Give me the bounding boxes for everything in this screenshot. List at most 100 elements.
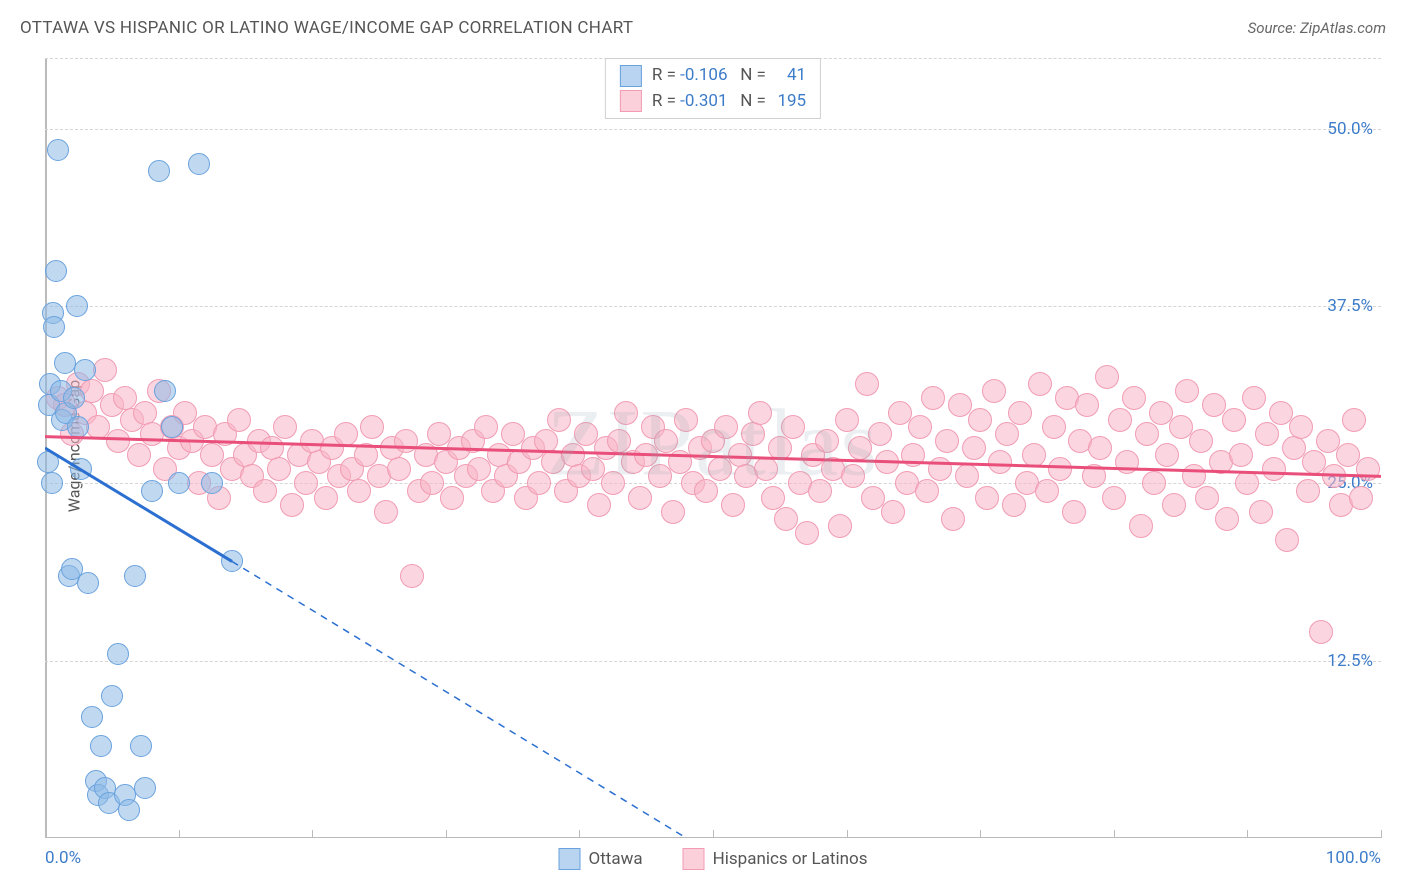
grid-line [45, 306, 1381, 307]
data-point [808, 479, 832, 503]
data-point [668, 450, 692, 474]
data-point [1028, 372, 1052, 396]
data-point [881, 500, 905, 524]
data-point [67, 416, 89, 438]
data-point [201, 472, 223, 494]
data-point [1175, 379, 1199, 403]
data-point [221, 550, 243, 572]
data-point [474, 415, 498, 439]
data-point [748, 401, 772, 425]
data-point [400, 564, 424, 588]
data-point [227, 408, 251, 432]
data-point [1222, 408, 1246, 432]
data-point [1008, 401, 1032, 425]
data-point [45, 260, 67, 282]
data-point [781, 415, 805, 439]
data-point [1356, 457, 1380, 481]
x-tick [446, 830, 447, 838]
data-point [360, 415, 384, 439]
data-point [848, 436, 872, 460]
data-point [334, 422, 358, 446]
data-point [118, 799, 140, 821]
data-point [988, 450, 1012, 474]
data-point [1108, 408, 1132, 432]
data-point [714, 415, 738, 439]
data-point [1229, 443, 1253, 467]
series-legend: Ottawa Hispanics or Latinos [559, 848, 868, 870]
data-point [674, 408, 698, 432]
data-point [1088, 436, 1112, 460]
data-point [921, 386, 945, 410]
data-point [77, 572, 99, 594]
data-point [1289, 415, 1313, 439]
data-point [587, 493, 611, 517]
x-tick [179, 830, 180, 838]
legend-item: Ottawa [559, 848, 643, 870]
data-point [795, 521, 819, 545]
data-point [1262, 457, 1286, 481]
data-point [130, 735, 152, 757]
data-point [1048, 457, 1072, 481]
data-point [54, 352, 76, 374]
data-point [628, 486, 652, 510]
data-point [267, 457, 291, 481]
data-point [975, 486, 999, 510]
correlation-legend: R = -0.106 N = 41R = -0.301 N = 195 [605, 58, 821, 119]
data-point [1155, 443, 1179, 467]
data-point [467, 457, 491, 481]
data-point [661, 500, 685, 524]
data-point [941, 507, 965, 531]
data-point [995, 422, 1019, 446]
legend-row: R = -0.301 N = 195 [620, 89, 806, 115]
data-point [815, 429, 839, 453]
legend-swatch [620, 90, 642, 112]
x-tick [1114, 830, 1115, 838]
data-point [654, 429, 678, 453]
y-tick-label: 50.0% [1327, 119, 1373, 139]
data-point [124, 565, 146, 587]
data-point [1129, 514, 1153, 538]
data-point [1235, 471, 1259, 495]
x-tick [1247, 830, 1248, 838]
data-point [314, 486, 338, 510]
data-point [127, 443, 151, 467]
data-point [133, 401, 157, 425]
data-point [1082, 464, 1106, 488]
legend-label: Hispanics or Latinos [713, 849, 868, 869]
data-point [1296, 479, 1320, 503]
x-tick [980, 830, 981, 838]
legend-item: Hispanics or Latinos [683, 848, 868, 870]
data-point [1275, 528, 1299, 552]
data-point [1189, 429, 1213, 453]
legend-swatch [683, 848, 705, 870]
data-point [1042, 415, 1066, 439]
legend-stats: R = -0.301 N = 195 [652, 89, 806, 115]
grid-line [45, 661, 1381, 662]
x-tick [312, 830, 313, 838]
data-point [1309, 620, 1333, 644]
legend-swatch [620, 65, 642, 87]
data-point [66, 295, 88, 317]
data-point [1242, 386, 1266, 410]
data-point [841, 464, 865, 488]
data-point [141, 480, 163, 502]
data-point [188, 153, 210, 175]
legend-row: R = -0.106 N = 41 [620, 63, 806, 89]
data-point [754, 457, 778, 481]
data-point [70, 458, 92, 480]
data-point [154, 380, 176, 402]
grid-line [45, 129, 1381, 130]
data-point [107, 643, 129, 665]
data-point [768, 436, 792, 460]
data-point [354, 443, 378, 467]
data-point [828, 514, 852, 538]
data-point [875, 450, 899, 474]
data-point [374, 500, 398, 524]
data-point [93, 358, 117, 382]
data-point [547, 408, 571, 432]
chart-plot-area: 12.5%25.0%37.5%50.0%0.0%100.0% ZIPatlas … [45, 58, 1381, 838]
data-point [1342, 408, 1366, 432]
data-point [1255, 422, 1279, 446]
data-point [648, 464, 672, 488]
data-point [1322, 464, 1346, 488]
